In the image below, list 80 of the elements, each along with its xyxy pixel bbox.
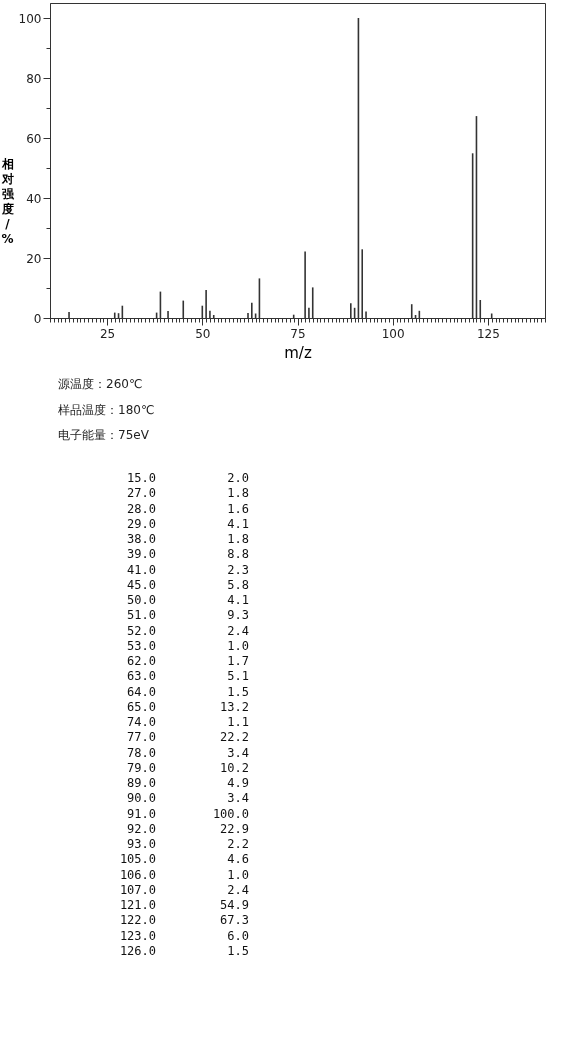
text: 45.0 [127,577,156,592]
text: 50.0 [127,593,156,607]
y-tick-label: 100 [18,11,42,26]
text: 54.9 [220,898,249,912]
text: 1.5 [227,943,249,958]
x-tick-label: 125 [476,326,500,341]
text: 105.0 [119,852,156,867]
y-tick-label: 60 [26,131,42,146]
text: 4.6 [227,852,249,867]
x-tick-label: 50 [195,326,211,341]
text: 2.3 [227,562,249,577]
text: 107.0 [119,882,156,897]
text: 51.0 [127,608,156,623]
text: 106.0 [119,867,156,882]
text: 3.4 [227,791,249,806]
text: 53.0 [127,638,156,653]
text: 22.2 [220,730,249,745]
text: 2.2 [227,837,249,851]
text: 1.1 [227,715,249,729]
text: 1.7 [227,654,249,668]
text: 77.0 [127,730,156,745]
text: 91.0 [127,806,156,821]
text: 74.0 [127,715,156,729]
text: 93.0 [127,837,156,851]
text: 38.0 [127,532,156,546]
text: 源温度：260℃ [58,377,143,391]
y-axis-title: 相对强度/% [0,156,15,246]
text: 65.0 [127,699,156,714]
text: 2.0 [227,471,249,485]
text: 4.1 [227,516,249,531]
text: 100.0 [212,806,249,821]
x-tick-label: 25 [99,326,116,341]
text: 3.4 [227,745,249,760]
text: 9.3 [227,608,249,623]
text: 8.8 [227,547,249,562]
text: 4.9 [227,776,249,790]
text: 1.0 [227,638,249,653]
text: 41.0 [127,562,156,577]
text: 123.0 [119,928,156,943]
text: 64.0 [127,684,156,699]
text: 1.5 [227,684,249,699]
text: 1.6 [227,501,249,516]
text: 39.0 [127,547,156,562]
text: 13.2 [220,699,249,714]
text: 1.8 [227,532,249,546]
x-tick-label: 75 [290,326,306,341]
text: 2.4 [227,882,249,897]
y-tick-label: 80 [26,71,42,86]
y-tick-label: 20 [26,251,42,266]
text: 15.0 [127,471,156,485]
text: 27.0 [127,486,156,501]
text: 28.0 [127,501,156,516]
text: 样品温度：180℃ [58,402,155,417]
y-tick-label: 40 [26,191,42,206]
text: 6.0 [227,928,249,943]
text: 29.0 [127,516,156,531]
text: 2.4 [227,623,249,638]
text: 1.0 [227,867,249,882]
text: 90.0 [127,791,156,806]
text: 63.0 [127,669,156,684]
text: 10.2 [220,760,249,775]
text: 126.0 [119,943,156,958]
y-tick-label: 0 [33,311,42,326]
text: 62.0 [127,654,156,668]
text: 5.1 [227,669,249,684]
text: 89.0 [127,776,156,790]
text: 4.1 [227,593,249,607]
text: 52.0 [127,623,156,638]
text: 5.8 [227,577,249,592]
text: 78.0 [127,745,156,760]
x-tick-label: 100 [381,326,405,341]
text: 92.0 [127,821,156,836]
text: 电子能量：75eV [58,428,150,442]
text: 79.0 [127,760,156,775]
text: 122.0 [119,913,156,928]
x-axis-title: m/z [284,343,312,362]
text: 67.3 [220,913,249,928]
text: 1.8 [227,486,249,501]
text: 121.0 [119,898,156,912]
text: 22.9 [220,821,249,836]
